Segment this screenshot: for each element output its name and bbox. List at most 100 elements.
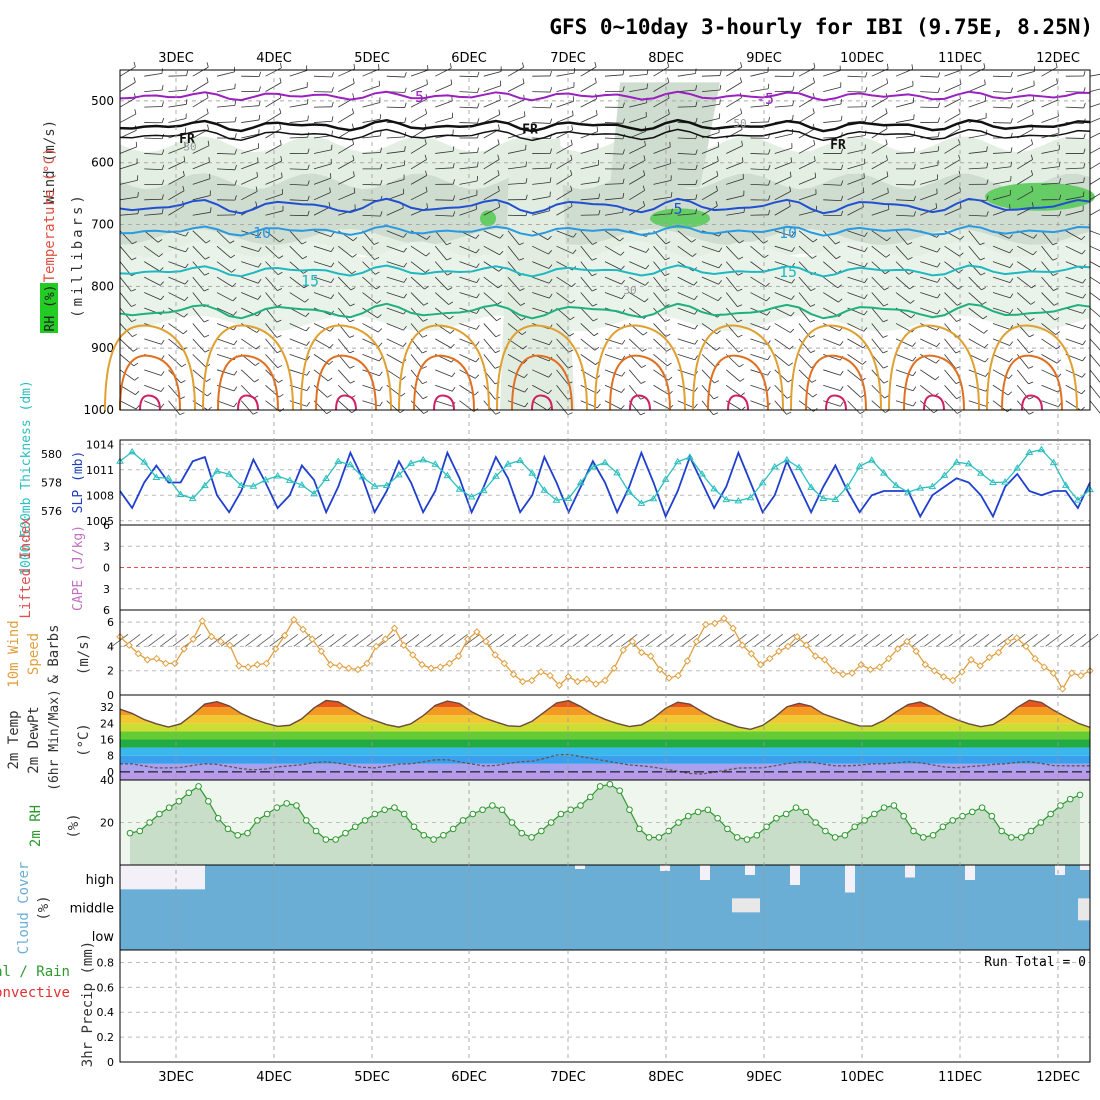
wind-barb — [694, 339, 698, 345]
wind-barb — [435, 167, 454, 170]
isotherm-freezing — [119, 118, 1091, 133]
wind-barb — [580, 245, 593, 261]
wind-barb — [726, 195, 744, 201]
wind-barb — [823, 384, 841, 391]
surface-wind-barb — [354, 634, 371, 647]
wind-barb — [483, 85, 501, 93]
wind-speed-point — [775, 647, 783, 655]
thickness-point — [491, 472, 500, 479]
wind-barb — [483, 230, 501, 239]
rh-point — [968, 808, 976, 816]
wind-speed-point — [226, 641, 234, 649]
wind-barb — [206, 92, 209, 98]
wind-barb — [694, 310, 698, 315]
wind-barb — [766, 311, 771, 316]
wind-barb — [452, 211, 456, 217]
wind-barb — [403, 262, 407, 268]
wind-barb — [434, 276, 449, 291]
wind-barb — [840, 195, 844, 201]
wind-barb — [119, 338, 134, 352]
wind-barb — [254, 379, 259, 383]
wind-barb — [313, 384, 328, 398]
wind-barb — [144, 369, 162, 376]
temp-band — [120, 700, 1090, 708]
wind-barb — [338, 245, 353, 258]
wind-barb — [362, 400, 380, 407]
wind-barb — [182, 185, 185, 191]
rh-point — [587, 793, 594, 801]
wind-barb — [886, 171, 889, 177]
wind-barb — [119, 146, 137, 154]
wind-barb — [909, 285, 914, 290]
wind-barb — [1028, 396, 1034, 400]
wind-barb — [992, 323, 1011, 330]
wind-barb — [653, 213, 672, 216]
surface-wind-barb — [936, 634, 953, 647]
thickness-point — [1061, 481, 1070, 488]
wind-barb — [1065, 400, 1082, 411]
temp-band — [120, 723, 1090, 732]
wind-barb — [289, 136, 308, 139]
wind-barb — [883, 380, 889, 384]
wind-barb — [644, 281, 649, 286]
rh-tick-label: 40 — [100, 774, 114, 787]
wind-barb — [476, 263, 480, 268]
wind-barb — [944, 292, 958, 306]
wind-barb — [621, 294, 626, 299]
wind-speed-point — [793, 633, 801, 641]
wind-barb — [192, 81, 209, 92]
wind-barb — [459, 106, 478, 109]
wind-barb — [499, 234, 504, 239]
wind-barb — [1041, 400, 1059, 408]
wind-barb — [1082, 340, 1086, 345]
surface-wind-barb — [1069, 634, 1087, 647]
wind-barb — [695, 208, 697, 214]
thickness-point — [334, 457, 343, 464]
wind-barb — [483, 307, 497, 321]
wind-barb — [1030, 139, 1034, 145]
wind-barb — [621, 339, 626, 345]
wind-barb — [812, 108, 815, 114]
wind-barb — [642, 185, 645, 191]
wind-barb — [1089, 73, 1100, 77]
wind-barb — [241, 261, 259, 268]
wind-barb — [277, 288, 283, 292]
wind-barb — [798, 144, 815, 154]
wind-barb — [192, 307, 205, 323]
wind-barb — [289, 323, 307, 332]
wind-barb — [379, 386, 383, 391]
wind-barb — [401, 376, 406, 380]
wind-barb — [913, 211, 916, 217]
wind-barb — [234, 149, 237, 155]
wind-barb — [499, 250, 504, 256]
surface-wind-barb — [536, 634, 553, 647]
wind-barb — [750, 105, 769, 108]
wind-barb — [798, 384, 813, 398]
wind-barb — [629, 102, 647, 108]
thickness-point — [673, 457, 682, 465]
wind-barb — [792, 100, 795, 106]
thickness-point — [261, 476, 270, 483]
wind-barb — [265, 323, 278, 338]
wind-barb — [1028, 366, 1034, 369]
wind-barb — [313, 163, 332, 170]
temp-tick-label: 24 — [100, 717, 114, 730]
wind-barb — [750, 353, 768, 361]
rh-point — [234, 831, 242, 839]
wind-barb — [386, 230, 404, 238]
wind-barb — [1089, 369, 1100, 383]
wind-barb — [812, 77, 815, 83]
wind-barb — [1089, 338, 1100, 351]
rh-point — [400, 810, 408, 818]
wind-barb — [459, 261, 477, 269]
wind-speed-point — [894, 645, 902, 653]
wind-barb — [944, 245, 960, 257]
wind-barb — [423, 410, 429, 414]
wind-barb — [580, 198, 599, 201]
wind-barb — [192, 97, 209, 108]
wind-barb — [695, 101, 698, 107]
wind-barb — [629, 276, 646, 286]
wind-speed-point — [518, 677, 527, 686]
